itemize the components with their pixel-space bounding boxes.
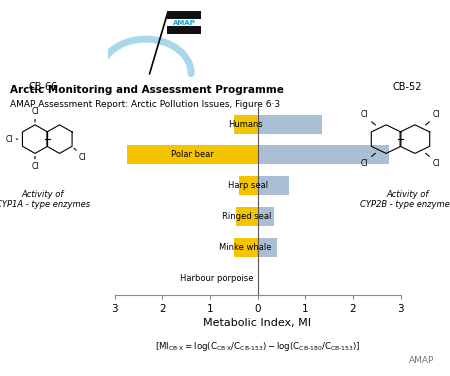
Text: Cl: Cl	[31, 107, 39, 116]
Text: Harp seal: Harp seal	[228, 181, 268, 190]
Text: CB-66: CB-66	[28, 82, 58, 92]
Text: $[\mathsf{MI_{CB\mathit{\cdot}X}=log(C_{CB\mathit{\cdot}X}/C_{CB\text{-}153})-lo: $[\mathsf{MI_{CB\mathit{\cdot}X}=log(C_{…	[155, 340, 360, 353]
Bar	[126, 146, 257, 164]
Text: Activity of
CYP2B - type enzymes: Activity of CYP2B - type enzymes	[360, 190, 450, 209]
Text: Cl: Cl	[432, 159, 440, 168]
Bar	[238, 176, 257, 195]
Text: Cl: Cl	[5, 135, 13, 144]
Bar	[167, 26, 201, 34]
Text: CB-52: CB-52	[392, 82, 422, 92]
Bar	[257, 115, 322, 133]
Text: Minke whale: Minke whale	[220, 243, 272, 252]
Text: Activity of
CYP1A - type enzymes: Activity of CYP1A - type enzymes	[0, 190, 90, 209]
Bar	[257, 207, 274, 226]
Text: Cl: Cl	[361, 110, 369, 119]
Text: AMAP Assessment Report: Arctic Pollution Issues, Figure 6·3: AMAP Assessment Report: Arctic Pollution…	[10, 100, 280, 109]
Text: AMAP: AMAP	[173, 20, 196, 26]
Text: Arctic Monitoring and Assessment Programme: Arctic Monitoring and Assessment Program…	[10, 85, 284, 95]
Bar	[257, 146, 389, 164]
Bar	[234, 115, 257, 133]
Text: Humans: Humans	[228, 120, 263, 129]
Bar	[167, 19, 201, 26]
Bar	[257, 176, 288, 195]
Bar	[257, 238, 277, 257]
Bar	[234, 238, 257, 257]
Text: Cl: Cl	[31, 162, 39, 171]
Text: Polar bear: Polar bear	[171, 150, 214, 159]
Text: Cl: Cl	[79, 153, 86, 162]
Bar	[236, 207, 257, 226]
Text: Metabolic Index, MI: Metabolic Index, MI	[203, 318, 311, 328]
Bar	[167, 11, 201, 19]
Text: Cl: Cl	[432, 110, 440, 119]
Text: Harbour porpoise: Harbour porpoise	[180, 274, 254, 283]
Text: Cl: Cl	[361, 159, 369, 168]
Text: Ringed seal: Ringed seal	[222, 212, 272, 221]
Text: AMAP: AMAP	[409, 356, 434, 365]
